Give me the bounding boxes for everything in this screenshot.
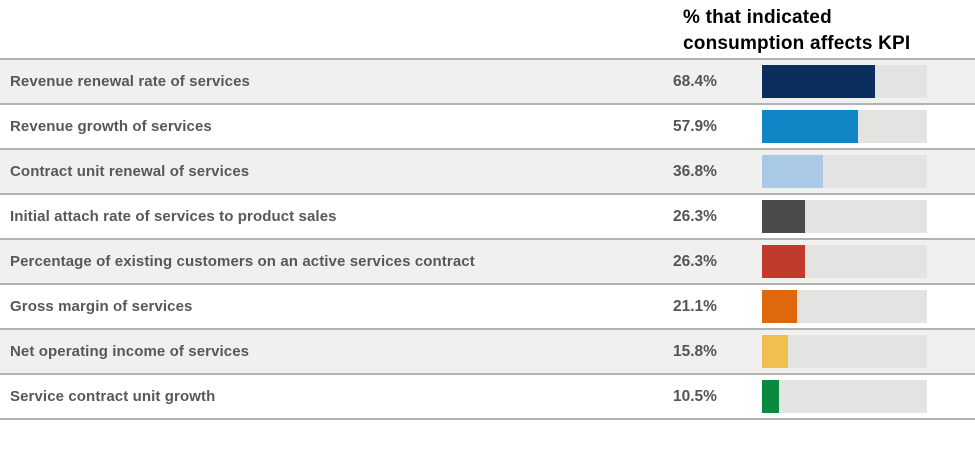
kpi-label: Gross margin of services bbox=[10, 298, 193, 315]
kpi-label: Net operating income of services bbox=[10, 343, 250, 360]
bar-fill bbox=[762, 65, 875, 98]
kpi-label: Percentage of existing customers on an a… bbox=[10, 253, 475, 270]
kpi-percent-value: 26.3% bbox=[673, 207, 717, 225]
bar-track bbox=[762, 245, 927, 278]
kpi-percent-value: 21.1% bbox=[673, 297, 717, 315]
table-row: Initial attach rate of services to produ… bbox=[0, 195, 975, 240]
kpi-table: Revenue renewal rate of services 68.4% R… bbox=[0, 58, 975, 420]
table-row: Revenue growth of services 57.9% bbox=[0, 105, 975, 150]
kpi-percent-value: 68.4% bbox=[673, 72, 717, 90]
table-row: Gross margin of services 21.1% bbox=[0, 285, 975, 330]
table-row: Percentage of existing customers on an a… bbox=[0, 240, 975, 285]
bar-track bbox=[762, 380, 927, 413]
chart-header: % that indicated consumption affects KPI bbox=[0, 0, 975, 58]
kpi-percent-value: 10.5% bbox=[673, 387, 717, 405]
kpi-percent-value: 36.8% bbox=[673, 162, 717, 180]
bar-track bbox=[762, 110, 927, 143]
table-row: Contract unit renewal of services 36.8% bbox=[0, 150, 975, 195]
bar-fill bbox=[762, 380, 780, 413]
table-row: Net operating income of services 15.8% bbox=[0, 330, 975, 375]
bar-track bbox=[762, 290, 927, 323]
kpi-percent-value: 15.8% bbox=[673, 342, 717, 360]
bar-fill bbox=[762, 245, 806, 278]
bar-fill bbox=[762, 335, 789, 368]
kpi-label: Revenue renewal rate of services bbox=[10, 73, 250, 90]
chart-title: % that indicated consumption affects KPI bbox=[683, 7, 911, 54]
kpi-label: Service contract unit growth bbox=[10, 388, 216, 405]
bar-track bbox=[762, 155, 927, 188]
kpi-percent-value: 26.3% bbox=[673, 252, 717, 270]
bar-fill bbox=[762, 200, 806, 233]
kpi-label: Initial attach rate of services to produ… bbox=[10, 208, 337, 225]
bar-track bbox=[762, 65, 927, 98]
bar-fill bbox=[762, 110, 858, 143]
bar-track bbox=[762, 200, 927, 233]
table-row: Revenue renewal rate of services 68.4% bbox=[0, 60, 975, 105]
bar-track bbox=[762, 335, 927, 368]
kpi-label: Contract unit renewal of services bbox=[10, 163, 250, 180]
bar-fill bbox=[762, 155, 823, 188]
table-row: Service contract unit growth 10.5% bbox=[0, 375, 975, 420]
bar-fill bbox=[762, 290, 797, 323]
kpi-percent-value: 57.9% bbox=[673, 117, 717, 135]
kpi-label: Revenue growth of services bbox=[10, 118, 212, 135]
